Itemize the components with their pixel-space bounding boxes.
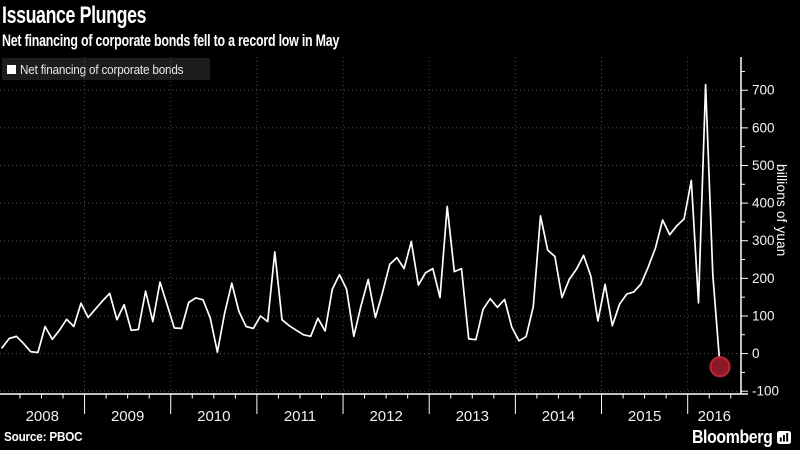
y-tick-label: 0 bbox=[752, 346, 760, 361]
page-title: Issuance Plunges bbox=[2, 2, 147, 29]
x-axis-year-label: 2008 bbox=[26, 408, 59, 425]
x-axis-year-label: 2010 bbox=[197, 408, 230, 425]
y-tick-label: 100 bbox=[752, 308, 775, 323]
source-text: Source: PBOC bbox=[4, 429, 83, 444]
bloomberg-logo-text: Bloomberg bbox=[691, 427, 773, 447]
x-axis-year-label: 2009 bbox=[111, 408, 144, 425]
x-axis-year-label: 2016 bbox=[698, 408, 731, 425]
legend-label: Net financing of corporate bonds bbox=[20, 61, 184, 77]
y-tick-label: 600 bbox=[752, 120, 775, 135]
x-axis-year-label: 2011 bbox=[284, 408, 316, 425]
chart-subtitle: Net financing of corporate bonds fell to… bbox=[2, 31, 340, 50]
legend-swatch-icon bbox=[7, 64, 16, 74]
y-tick-label: 200 bbox=[752, 271, 775, 286]
bloomberg-logo: Bloomberg bbox=[681, 427, 792, 448]
y-tick-label: 500 bbox=[752, 158, 775, 173]
x-axis-year-label: 2014 bbox=[542, 408, 575, 425]
bloomberg-logo-icon bbox=[777, 431, 791, 444]
y-tick-label: 700 bbox=[752, 83, 775, 98]
y-axis-title: billions of yuan bbox=[774, 164, 789, 257]
y-tick-label: -100 bbox=[752, 384, 779, 399]
endpoint-dot bbox=[709, 356, 731, 378]
series-line bbox=[1, 83, 721, 368]
y-tick-label: 400 bbox=[752, 196, 775, 211]
y-tick-label: 300 bbox=[752, 233, 775, 248]
legend: Net financing of corporate bonds bbox=[2, 58, 210, 80]
x-axis-year-label: 2013 bbox=[456, 408, 489, 425]
x-axis-year-label: 2015 bbox=[628, 408, 661, 425]
x-axis-year-label: 2012 bbox=[369, 408, 402, 425]
